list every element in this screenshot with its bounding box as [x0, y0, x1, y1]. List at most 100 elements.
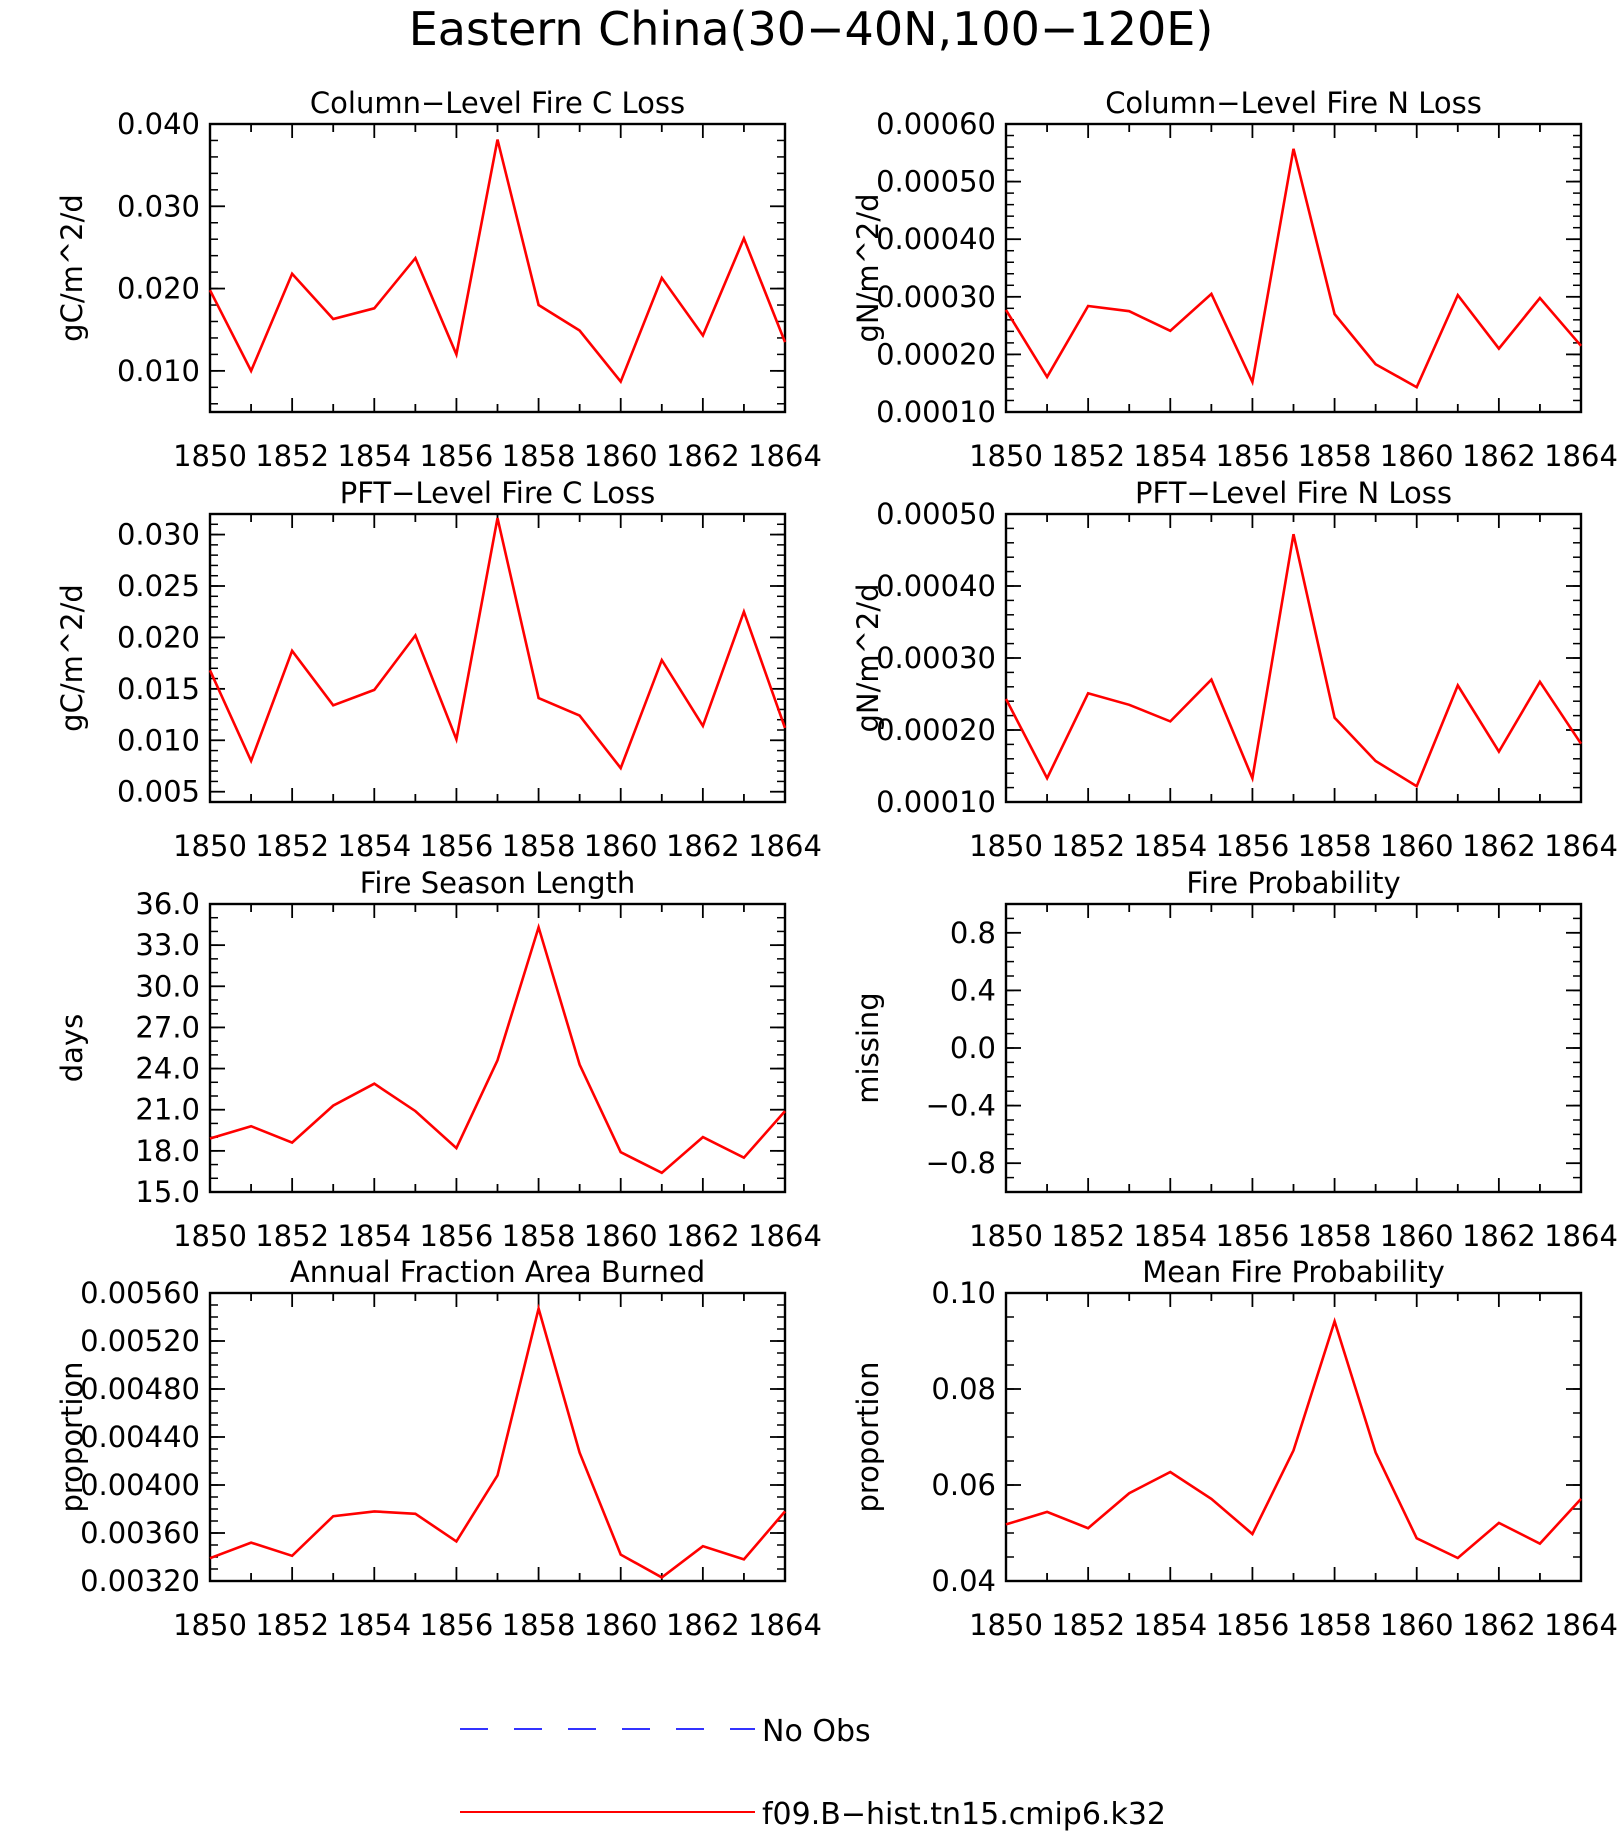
- x-tick-label: 1858: [502, 439, 576, 473]
- x-tick-label: 1862: [1462, 1219, 1536, 1253]
- y-tick-label: 0.010: [117, 354, 200, 388]
- panel-7: Annual Fraction Area Burned proportion 185…: [55, 1255, 822, 1642]
- x-tick-label: 1856: [420, 1219, 494, 1253]
- panel-1: Column−Level Fire C Loss gC/m^2/d 1850 1852…: [55, 86, 822, 473]
- y-tick-label: 0.010: [117, 723, 200, 757]
- x-tick-label: 1854: [1133, 1219, 1207, 1253]
- x-tick-label: 1856: [420, 829, 494, 863]
- x-tick-label: 1858: [1298, 829, 1372, 863]
- series-line: [208, 139, 787, 385]
- x-tick-label: 1852: [255, 439, 329, 473]
- x-tick-label: 1850: [969, 1219, 1043, 1253]
- y-tick-label: 21.0: [135, 1093, 200, 1127]
- x-tick-label: 1862: [666, 829, 740, 863]
- panel-2: Column−Level Fire N Loss gN/m^2/d 1850 1852…: [851, 86, 1618, 473]
- series-line: [209, 1303, 786, 1579]
- x-tick-label: 1862: [666, 1219, 740, 1253]
- y-axis-label: gN/m^2/d: [851, 583, 885, 732]
- x-tick-label: 1860: [1380, 439, 1454, 473]
- y-tick-label: 0.005: [117, 775, 200, 809]
- panel-title: Column−Level Fire C Loss: [310, 86, 685, 120]
- x-tick-label: 1860: [1380, 829, 1454, 863]
- x-tick-label: 1852: [1051, 1608, 1125, 1642]
- y-tick-label: 0.020: [117, 272, 200, 306]
- y-axis-label: gN/m^2/d: [851, 193, 885, 342]
- x-tick-label: 1854: [337, 439, 411, 473]
- x-tick-label: 1858: [502, 1219, 576, 1253]
- x-tick-label: 1854: [1133, 439, 1207, 473]
- x-tick-label: 1860: [584, 439, 658, 473]
- panel-title: Annual Fraction Area Burned: [290, 1255, 705, 1289]
- x-tick-label: 1862: [1462, 829, 1536, 863]
- x-tick-label: 1864: [1544, 829, 1618, 863]
- x-tick-label: 1858: [502, 829, 576, 863]
- y-tick-label: 18.0: [135, 1134, 200, 1168]
- panel-title: Column−Level Fire N Loss: [1105, 86, 1482, 120]
- panel-title: Fire Season Length: [360, 866, 635, 900]
- y-tick-label: 0.00480: [80, 1372, 200, 1406]
- x-tick-label: 1854: [337, 1219, 411, 1253]
- legend-model-label: f09.B−hist.tn15.cmip6.k32: [762, 1797, 1166, 1832]
- y-tick-label: 0.0: [950, 1031, 996, 1065]
- y-tick-label: 0.00560: [80, 1276, 200, 1310]
- x-tick-label: 1862: [666, 439, 740, 473]
- y-axis-label: gC/m^2/d: [55, 584, 89, 732]
- y-tick-label: 33.0: [135, 928, 200, 962]
- y-tick-label: 0.4: [950, 973, 996, 1007]
- y-tick-label: 0.00040: [876, 569, 996, 603]
- x-tick-label: 1852: [1051, 829, 1125, 863]
- series-line: [1004, 533, 1583, 789]
- x-tick-label: 1864: [748, 1608, 822, 1642]
- x-tick-label: 1864: [1544, 1608, 1618, 1642]
- x-tick-label: 1858: [1298, 439, 1372, 473]
- y-axis-label: proportion: [55, 1361, 89, 1512]
- y-tick-label: 0.00360: [80, 1516, 200, 1550]
- x-tick-label: 1852: [255, 1219, 329, 1253]
- x-tick-label: 1862: [1462, 1608, 1536, 1642]
- panel-title: PFT−Level Fire C Loss: [340, 476, 656, 510]
- y-tick-label: 0.00060: [876, 107, 996, 141]
- x-tick-label: 1850: [969, 1608, 1043, 1642]
- x-tick-label: 1860: [584, 1219, 658, 1253]
- y-tick-label: −0.8: [926, 1146, 996, 1180]
- legend: No Obs f09.B−hist.tn15.cmip6.k32: [460, 1714, 1166, 1832]
- y-tick-label: 0.00010: [876, 785, 996, 819]
- x-tick-label: 1860: [1380, 1608, 1454, 1642]
- y-axis-label: missing: [851, 992, 885, 1103]
- y-tick-label: 0.030: [117, 518, 200, 552]
- legend-no-obs-label: No Obs: [762, 1714, 871, 1749]
- y-tick-label: 0.00320: [80, 1564, 200, 1598]
- x-tick-label: 1852: [255, 829, 329, 863]
- y-tick-label: 0.00440: [80, 1420, 200, 1454]
- x-tick-label: 1850: [173, 1608, 247, 1642]
- y-tick-label: 0.00400: [80, 1468, 200, 1502]
- y-tick-label: 15.0: [135, 1175, 200, 1209]
- y-tick-label: 36.0: [135, 887, 200, 921]
- x-tick-label: 1856: [1216, 1219, 1290, 1253]
- panel-title: Fire Probability: [1186, 866, 1400, 900]
- x-tick-label: 1856: [1216, 829, 1290, 863]
- x-tick-label: 1850: [173, 439, 247, 473]
- y-tick-label: 27.0: [135, 1010, 200, 1044]
- y-tick-label: 0.00010: [876, 395, 996, 429]
- x-tick-label: 1854: [1133, 829, 1207, 863]
- x-tick-label: 1854: [337, 829, 411, 863]
- y-tick-label: 0.04: [931, 1564, 996, 1598]
- x-tick-label: 1852: [255, 1608, 329, 1642]
- x-tick-label: 1850: [969, 829, 1043, 863]
- y-tick-label: 0.00030: [876, 280, 996, 314]
- y-tick-label: 0.00020: [876, 337, 996, 371]
- x-tick-label: 1850: [173, 829, 247, 863]
- series-line: [1005, 1316, 1582, 1560]
- panel-title: Mean Fire Probability: [1142, 1255, 1445, 1289]
- y-tick-label: −0.4: [926, 1089, 996, 1123]
- series-line: [208, 517, 787, 771]
